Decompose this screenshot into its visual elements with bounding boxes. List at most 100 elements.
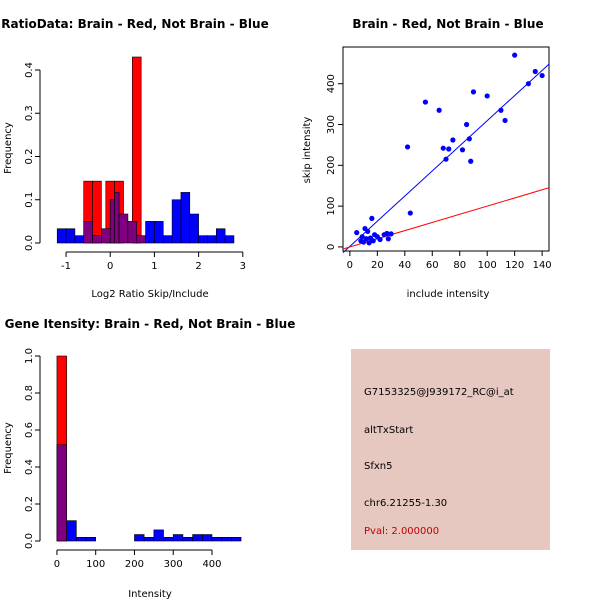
scatter-ylabel: skip intensity (302, 117, 313, 184)
scatter-point (366, 240, 372, 246)
scatter-y-tick-label: 300 (326, 115, 337, 134)
scatter-point (363, 236, 369, 242)
ratio-not-brain-bar (171, 199, 182, 244)
scatter-x-tick-label: 0 (347, 260, 353, 271)
scatter-point (370, 238, 376, 244)
scatter-point (468, 158, 474, 164)
intensity-y-tick-label: 1.0 (24, 348, 35, 364)
ratio-not-brain-bar (207, 235, 217, 244)
ratio-not-brain-bar (162, 235, 173, 244)
ratio-not-brain-bar (92, 235, 102, 244)
intensity-not-brain-bar (172, 534, 184, 542)
intensity-x-tick-label: 0 (54, 559, 60, 570)
ratio-y-tick-label: 0.2 (24, 149, 35, 165)
ratio-x-tick-label: -1 (61, 261, 71, 272)
scatter-point (404, 144, 411, 150)
scatter-point (377, 236, 383, 243)
ratio-brain-bar (92, 180, 102, 244)
ratio-not-brain-bar (109, 199, 115, 244)
scatter-point (502, 117, 508, 124)
scatter-point (459, 147, 466, 153)
intensity-y-tick-label: 0.0 (24, 533, 35, 549)
intensity-y-tick-label: 0.4 (24, 459, 35, 475)
intensity-not-brain-bar (211, 536, 222, 542)
intensity-not-brain-bar (182, 536, 193, 542)
scatter-point (512, 52, 518, 58)
ratio-not-brain-bar (65, 228, 76, 244)
intensity-x-tick-label: 100 (86, 559, 105, 570)
ratio-not-brain-bar (154, 221, 164, 244)
scatter-point (422, 99, 428, 105)
intensity-y-tick-label: 0.6 (24, 422, 35, 438)
ratio-title: RatioData: Brain - Red, Not Brain - Blue (1, 17, 268, 31)
intensity-scatter: Brain - Red, Not Brain - Blue 0 20 40 60 80 1… (302, 17, 552, 300)
intensity-not-brain-bar (66, 520, 77, 542)
ratio-xlabel: Log2 Ratio Skip/Include (91, 289, 208, 300)
scatter-point (466, 136, 472, 142)
ratio-ylabel: Frequency (3, 122, 14, 174)
intensity-not-brain-bar (163, 536, 174, 542)
intensity-not-brain-bar (134, 534, 145, 542)
ratio-not-brain-bar (127, 221, 138, 244)
scatter-point (369, 215, 375, 221)
scatter-x-tick-label: 140 (533, 260, 552, 271)
intensity-xlabel: Intensity (128, 589, 172, 600)
intensity-not-brain-bar (56, 444, 67, 542)
ratio-not-brain-bar (136, 235, 146, 244)
intensity-not-brain-bar (221, 536, 232, 542)
scatter-y-tick-label: 0 (326, 244, 337, 250)
intensity-y-tick-label: 0.8 (24, 385, 35, 401)
event-type: altTxStart (364, 425, 414, 436)
ratio-not-brain-bar (83, 221, 93, 244)
intensity-not-brain-bar (192, 534, 203, 542)
intensity-not-brain-bar (231, 536, 242, 542)
scatter-point (498, 107, 504, 113)
scatter-point (407, 210, 413, 216)
ratio-not-brain-bar (118, 213, 129, 244)
intensity-not-brain-bar (153, 529, 164, 542)
scatter-x-tick-label: 40 (398, 260, 411, 271)
ratio-brain-bar (132, 56, 142, 244)
ratio-not-brain-bar (215, 228, 226, 244)
ratio-not-brain-bar (224, 235, 235, 244)
scatter-point (484, 93, 490, 99)
scatter-point (365, 228, 371, 235)
scatter-point (532, 68, 538, 75)
scatter-point (525, 81, 532, 87)
scatter-y-tick-label: 400 (326, 74, 337, 93)
ratio-x-tick-label: 0 (107, 261, 113, 272)
ratio-not-brain-bar (189, 213, 199, 244)
scatter-xlabel: include intensity (407, 289, 490, 300)
ratio-x-tick-label: 2 (195, 261, 201, 272)
intensity-y-tick-label: 0.2 (24, 496, 35, 512)
probe-id: G7153325@J939172_RC@i_at (364, 387, 514, 398)
ratio-not-brain-bar (180, 192, 191, 244)
scatter-x-tick-label: 60 (426, 260, 439, 271)
ratio-y-tick-label: 0.4 (24, 62, 35, 78)
scatter-point (384, 230, 390, 237)
scatter-point (385, 236, 391, 242)
intensity-not-brain-bar (143, 536, 155, 542)
scatter-point (359, 234, 365, 240)
ratio-not-brain-bar (198, 235, 208, 244)
scatter-point (450, 137, 456, 143)
scatter-point (539, 72, 545, 79)
scatter-point (354, 230, 360, 236)
p-value: Pval: 2.000000 (364, 526, 440, 537)
intensity-title: Gene Itensity: Brain - Red, Not Brain - … (5, 317, 296, 331)
scatter-x-tick-label: 100 (478, 260, 497, 271)
scatter-point (446, 146, 452, 152)
scatter-plot-box (342, 46, 550, 252)
ratio-y-tick-label: 0.1 (24, 192, 35, 208)
ratio-not-brain-bar (145, 221, 155, 244)
ratio-x-tick-label: 3 (240, 261, 246, 272)
scatter-point (470, 89, 477, 95)
ratio-not-brain-bar (74, 235, 85, 244)
scatter-point (436, 107, 442, 113)
gene-name: Sfxn5 (364, 461, 393, 472)
genomic-location: chr6.21255-1.30 (364, 498, 448, 509)
scatter-y-tick-label: 200 (326, 156, 337, 175)
scatter-point (443, 156, 449, 162)
scatter-y-tick-label: 100 (326, 197, 337, 216)
